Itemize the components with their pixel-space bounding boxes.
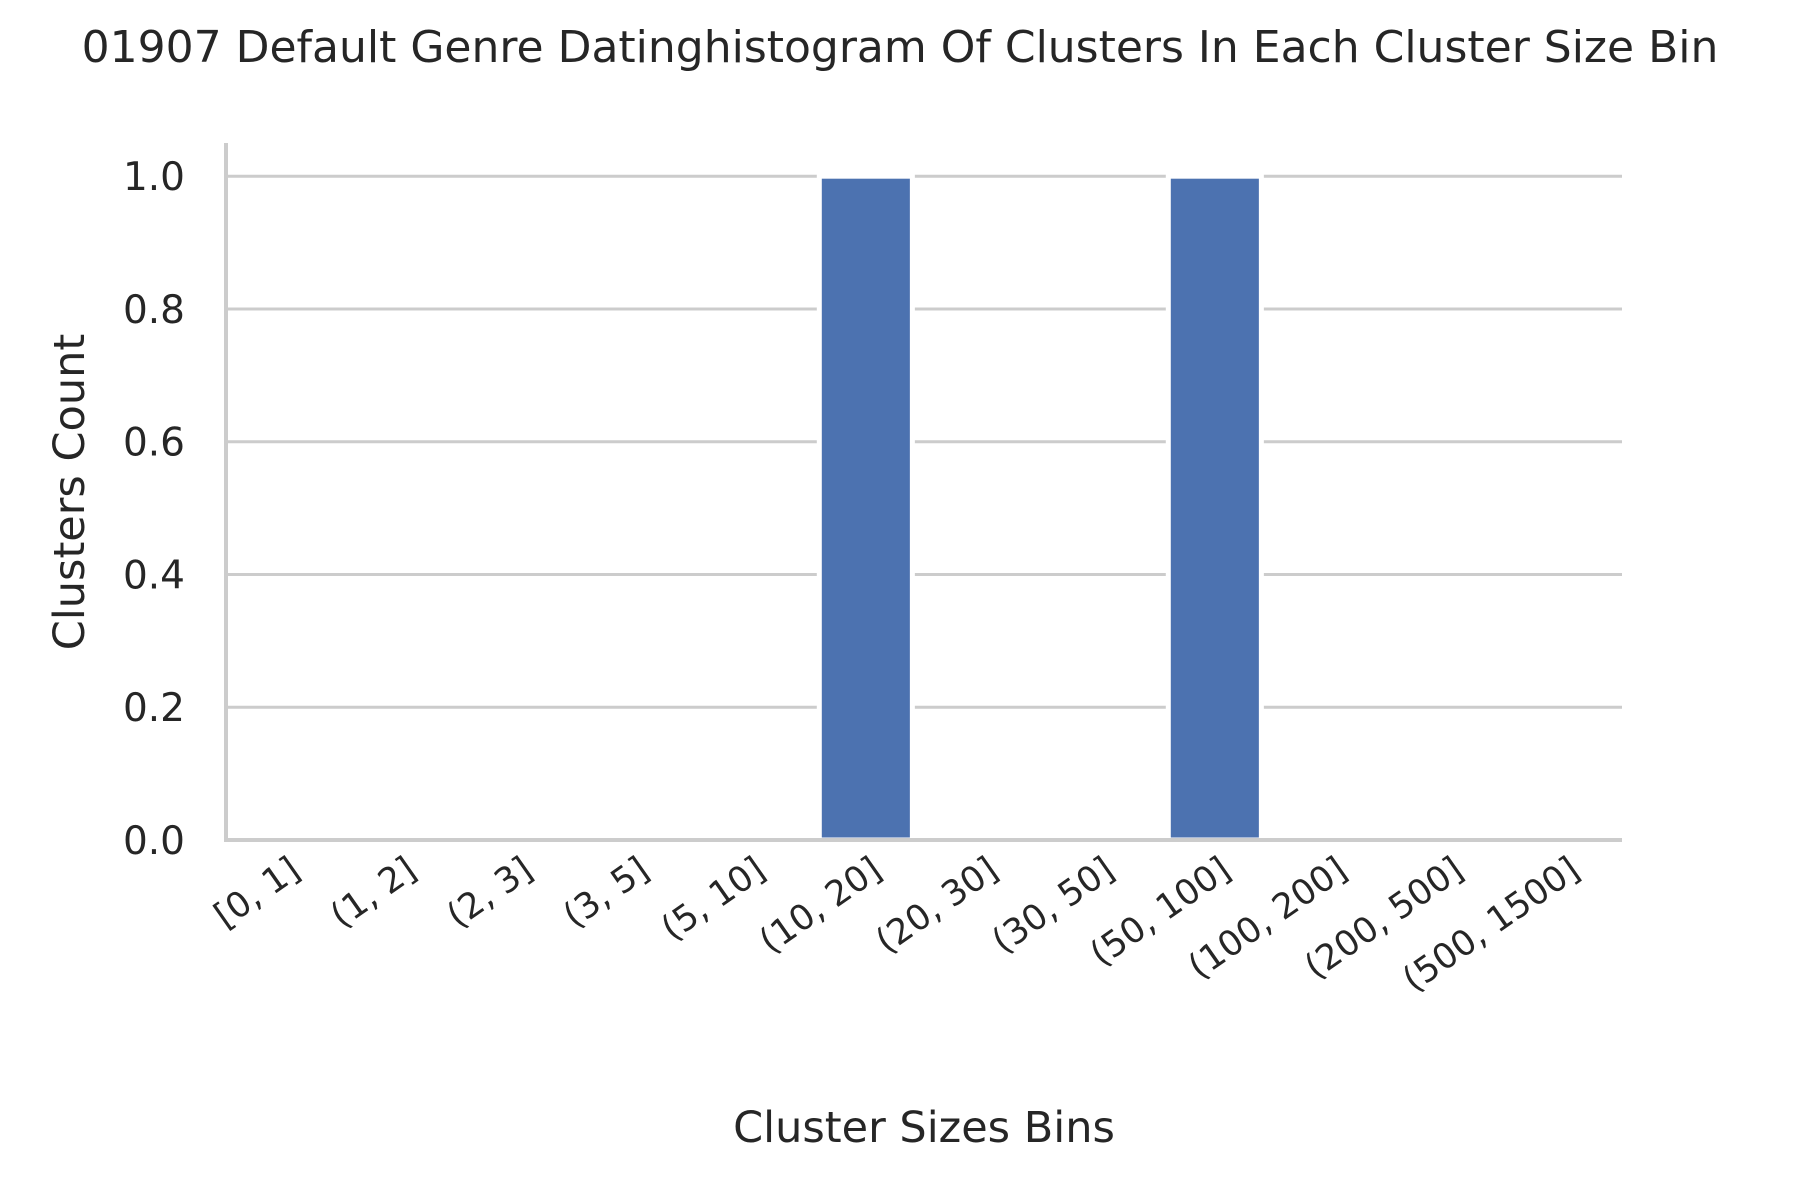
x-tick-label: (20, 30] <box>869 850 1006 962</box>
gridlines <box>226 174 1622 709</box>
y-tick-label: 0.0 <box>123 819 185 864</box>
x-tick-label: [0, 1] <box>207 850 307 937</box>
x-tick-label: (1, 2] <box>324 850 424 937</box>
bars <box>816 173 1264 843</box>
y-tick-label: 0.8 <box>123 288 185 333</box>
x-tick-label: (2, 3] <box>440 850 540 937</box>
y-axis-title: Clusters Count <box>45 334 95 650</box>
y-tick-label: 1.0 <box>123 155 185 200</box>
y-tick-labels: 0.0 0.2 0.4 0.6 0.8 1.0 <box>123 155 185 864</box>
bar <box>1165 173 1264 843</box>
y-tick-label: 0.2 <box>123 686 185 731</box>
y-tick-label: 0.6 <box>123 421 185 466</box>
chart-title: 01907 Default Genre Datinghistogram Of C… <box>82 22 1719 73</box>
y-tick-label: 0.4 <box>123 553 185 598</box>
x-tick-label: (3, 5] <box>556 850 656 937</box>
x-tick-label: (10, 20] <box>752 850 889 962</box>
x-axis-title: Cluster Sizes Bins <box>733 1103 1115 1153</box>
x-tick-labels: [0, 1] (1, 2] (2, 3] (3, 5](5, 10](10, 20](… <box>207 850 1587 1001</box>
bar <box>816 173 915 843</box>
